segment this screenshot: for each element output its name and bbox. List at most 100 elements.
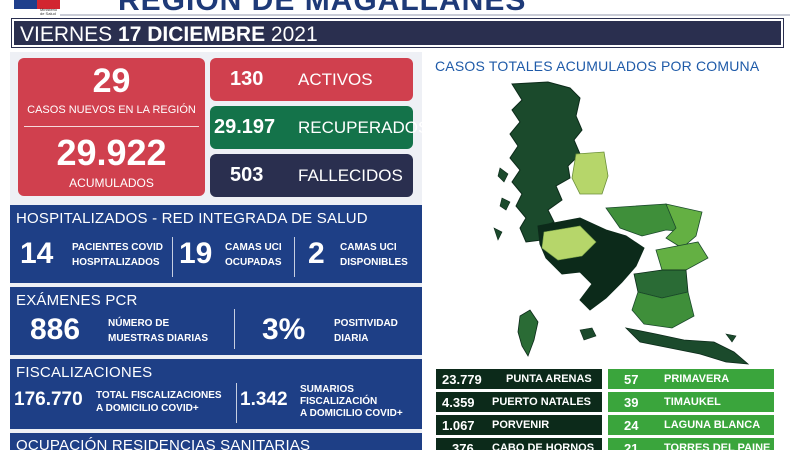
accumulated-label: ACUMULADOS — [69, 176, 154, 190]
inspections-title: FISCALIZACIONES — [16, 364, 153, 381]
total-inspections-label-2: A DOMICILIO COVID+ — [96, 403, 199, 414]
summaries-label-2: FISCALIZACIÓN — [300, 396, 378, 407]
daily-samples-value: 886 — [30, 313, 81, 346]
commune-value: 24 — [624, 418, 639, 433]
region-title: REGIÓN DE MAGALLANES — [118, 0, 526, 16]
commune-value: 4.359 — [442, 395, 475, 410]
date-day-month: 17 DICIEMBRE — [118, 23, 266, 46]
icu-occupied-label-1: CAMAS UCI — [225, 242, 282, 253]
cases-summary-card: 29 CASOS NUEVOS EN LA REGIÓN 29.922 ACUM… — [18, 58, 205, 196]
pcr-title: EXÁMENES PCR — [16, 292, 138, 309]
icu-occupied-label-2: OCUPADAS — [225, 257, 282, 268]
commune-value: 1.067 — [442, 418, 475, 433]
positivity-label-1: POSITIVIDAD — [334, 318, 398, 329]
commune-row-4-left: 376 CABO DE HORNOS — [436, 438, 602, 450]
deceased-label: FALLECIDOS — [298, 166, 403, 185]
residences-title: OCUPACIÓN RESIDENCIAS SANITARIAS — [16, 437, 311, 450]
map-title: CASOS TOTALES ACUMULADOS POR COMUNA — [435, 58, 760, 74]
deceased-pill: 503 FALLECIDOS — [210, 154, 413, 197]
date-year: 2021 — [270, 23, 318, 46]
new-cases-label: CASOS NUEVOS EN LA REGIÓN — [27, 104, 196, 116]
total-inspections-label-1: TOTAL FISCALIZACIONES — [96, 390, 222, 401]
covid-patients-metric: 14 PACIENTES COVID HOSPITALIZADOS — [10, 235, 170, 275]
covid-patients-label-1: PACIENTES COVID — [72, 242, 163, 253]
active-value: 130 — [230, 68, 264, 90]
icu-available-metric: 2 CAMAS UCI DISPONIBLES — [298, 235, 422, 275]
commune-name: TIMAUKEL — [664, 396, 721, 408]
card-divider — [24, 126, 199, 127]
inspections-section: FISCALIZACIONES 176.770 TOTAL FISCALIZAC… — [10, 359, 422, 429]
commune-value: 57 — [624, 372, 639, 387]
hospitalized-separator-2 — [294, 237, 295, 277]
positivity-value: 3% — [262, 313, 306, 346]
recovered-pill: 29.197 RECUPERADOS — [210, 106, 429, 149]
date-weekday: VIERNES — [20, 23, 113, 46]
icu-occupied-value: 19 — [179, 237, 213, 270]
positivity-metric: 3% POSITIVIDAD DIARIA — [238, 313, 422, 353]
summaries-label-3: A DOMICILIO COVID+ — [300, 408, 403, 419]
total-inspections-metric: 176.770 TOTAL FISCALIZACIONES A DOMICILI… — [10, 385, 238, 425]
logo-blue-stripe — [14, 0, 37, 9]
commune-row-1-right: 57 PRIMAVERA — [608, 369, 774, 389]
map-region-antarctic-strip — [517, 309, 539, 357]
map-region-torres-del-paine — [571, 151, 609, 195]
recovered-label: RECUPERADOS — [298, 118, 430, 137]
commune-value: 376 — [452, 441, 474, 450]
commune-row-1-left: 23.779 PUNTA ARENAS — [436, 369, 602, 389]
commune-name: CABO DE HORNOS — [492, 442, 595, 450]
commune-name: TORRES DEL PAINE — [664, 442, 771, 450]
hospitalized-separator-1 — [172, 237, 173, 277]
logo-red-stripe — [37, 0, 60, 9]
commune-row-2-left: 4.359 PUERTO NATALES — [436, 392, 602, 412]
summaries-label-1: SUMARIOS — [300, 384, 354, 395]
commune-row-2-right: 39 TIMAUKEL — [608, 392, 774, 412]
commune-value: 39 — [624, 395, 639, 410]
accumulated-value: 29.922 — [56, 132, 167, 173]
commune-name: LAGUNA BLANCA — [664, 419, 761, 431]
icu-available-label-2: DISPONIBLES — [340, 257, 408, 268]
commune-row-4-right: 21 TORRES DEL PAINE — [608, 438, 774, 450]
daily-samples-label-1: NÚMERO DE — [108, 318, 170, 329]
pcr-separator — [234, 309, 235, 349]
deceased-value: 503 — [230, 164, 264, 186]
total-inspections-value: 176.770 — [14, 389, 83, 410]
active-label: ACTIVOS — [298, 70, 373, 89]
new-cases-value: 29 — [92, 62, 131, 100]
hospitalized-title: HOSPITALIZADOS - RED INTEGRADA DE SALUD — [16, 210, 368, 227]
map-region-natales — [509, 81, 583, 243]
residences-section: OCUPACIÓN RESIDENCIAS SANITARIAS — [10, 433, 422, 450]
commune-name: PUNTA ARENAS — [506, 373, 592, 385]
header: Ministerio de Salud REGIÓN DE MAGALLANES — [0, 0, 800, 16]
ministry-logo: Ministerio de Salud — [14, 0, 60, 16]
icu-available-label-1: CAMAS UCI — [340, 242, 397, 253]
map-region-primavera — [655, 241, 709, 271]
summaries-metric: 1.342 SUMARIOS FISCALIZACIÓN A DOMICILIO… — [240, 384, 422, 429]
recovered-value: 29.197 — [214, 116, 276, 138]
icu-available-value: 2 — [308, 237, 325, 270]
commune-row-3-right: 24 LAGUNA BLANCA — [608, 415, 774, 435]
hospitalized-section: HOSPITALIZADOS - RED INTEGRADA DE SALUD … — [10, 205, 422, 283]
map-region-cabo-de-hornos — [624, 327, 750, 365]
commune-name: PRIMAVERA — [664, 373, 730, 385]
icu-occupied-metric: 19 CAMAS UCI OCUPADAS — [175, 235, 295, 275]
logo-caption: Ministerio de Salud — [40, 7, 58, 16]
map-region-rio-verde — [541, 225, 597, 261]
pcr-section: EXÁMENES PCR 886 NÚMERO DE MUESTRAS DIAR… — [10, 287, 422, 355]
commune-name: PORVENIR — [492, 419, 550, 431]
commune-value: 23.779 — [442, 372, 482, 387]
map-islands — [493, 167, 737, 343]
header-divider — [60, 14, 790, 16]
commune-name: PUERTO NATALES — [492, 396, 592, 408]
report-date: VIERNES 17 DICIEMBRE 2021 — [20, 23, 318, 47]
commune-row-3-left: 1.067 PORVENIR — [436, 415, 602, 435]
daily-samples-label-2: MUESTRAS DIARIAS — [108, 333, 209, 344]
date-bar: VIERNES 17 DICIEMBRE 2021 — [11, 18, 784, 48]
covid-patients-label-2: HOSPITALIZADOS — [72, 257, 160, 268]
map-region-timaukel — [631, 291, 695, 329]
summaries-value: 1.342 — [240, 389, 288, 410]
daily-samples-metric: 886 NÚMERO DE MUESTRAS DIARIAS — [10, 313, 230, 353]
inspections-separator — [236, 383, 237, 423]
commune-value: 21 — [624, 441, 639, 450]
active-cases-pill: 130 ACTIVOS — [210, 58, 413, 101]
positivity-label-2: DIARIA — [334, 333, 369, 344]
